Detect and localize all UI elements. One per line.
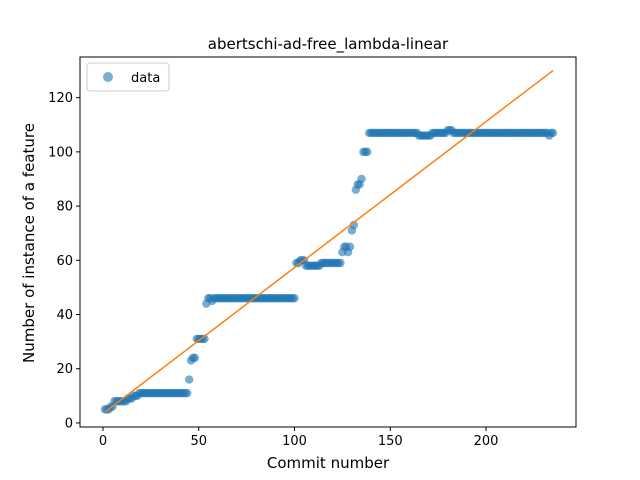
data-point	[336, 259, 344, 267]
data-point	[290, 294, 298, 302]
y-axis-label: Number of instance of a feature	[20, 123, 38, 363]
data-point	[346, 243, 354, 251]
data-point	[183, 389, 191, 397]
x-tick-label: 50	[190, 434, 207, 449]
data-point	[191, 354, 199, 362]
y-tick-label: 20	[56, 362, 73, 377]
y-tick-label: 0	[65, 416, 73, 431]
y-tick-label: 40	[56, 308, 73, 323]
y-tick-label: 100	[48, 145, 73, 160]
data-point	[185, 375, 193, 383]
data-point	[363, 148, 371, 156]
x-tick-label: 0	[99, 434, 107, 449]
y-axis-ticks: 0 20 40 60 80 100 120	[48, 91, 80, 431]
x-tick-label: 200	[474, 434, 499, 449]
y-tick-label: 60	[56, 254, 73, 269]
legend-marker	[103, 72, 113, 82]
fit-line	[105, 71, 553, 413]
data-points	[101, 126, 558, 414]
x-axis-label: Commit number	[267, 454, 390, 472]
x-axis-ticks: 0 50 100 150 200	[99, 427, 499, 449]
x-tick-label: 100	[282, 434, 307, 449]
legend: data	[87, 63, 169, 91]
y-tick-label: 120	[48, 91, 73, 106]
data-point	[357, 175, 365, 183]
fit-line-layer	[105, 71, 553, 413]
data-point	[549, 129, 557, 137]
legend-entry-data: data	[131, 71, 160, 86]
chart-title: abertschi-ad-free_lambda-linear	[208, 35, 449, 54]
y-tick-label: 80	[56, 200, 73, 215]
x-tick-label: 150	[378, 434, 403, 449]
